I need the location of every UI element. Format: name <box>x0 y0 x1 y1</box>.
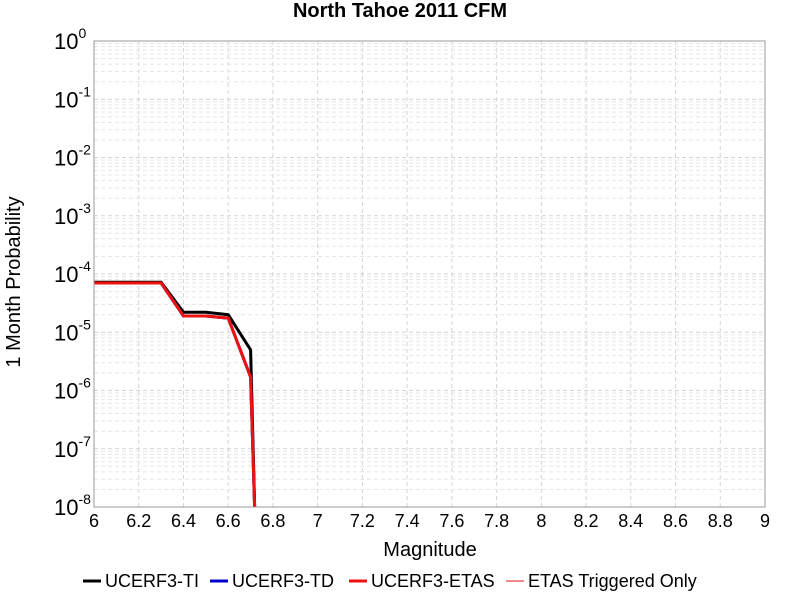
chart-title: North Tahoe 2011 CFM <box>293 0 507 22</box>
x-tick-label: 7.6 <box>439 511 464 531</box>
y-tick-labels: 100 10-1 10-2 10-3 10-4 10-5 10-6 10-7 10-8 <box>54 25 91 520</box>
x-tick-label: 6.6 <box>216 511 241 531</box>
y-tick-label: 10-8 <box>54 491 91 520</box>
legend-label-ucerf3-etas: UCERF3-ETAS <box>371 571 495 591</box>
x-tick-label: 8.4 <box>618 511 643 531</box>
x-tick-label: 7.4 <box>395 511 420 531</box>
y-tick-label: 10-6 <box>54 375 91 404</box>
y-tick-label: 10-4 <box>54 258 91 287</box>
x-tick-label: 8.6 <box>663 511 688 531</box>
y-tick-label: 100 <box>54 25 86 54</box>
series-line-ucerf3-ti <box>94 280 257 507</box>
x-axis-label: Magnitude <box>383 539 476 561</box>
x-tick-label: 7 <box>313 511 323 531</box>
y-tick-label: 10-7 <box>54 433 91 462</box>
legend-label-etas-triggered-only: ETAS Triggered Only <box>528 571 697 591</box>
x-tick-label: 7.2 <box>350 511 375 531</box>
y-tick-label: 10-5 <box>54 316 91 345</box>
legend: UCERF3-TI UCERF3-TD UCERF3-ETAS ETAS Trigge… <box>83 571 697 591</box>
legend-label-ucerf3-ti: UCERF3-TI <box>105 571 199 591</box>
y-tick-label: 10-3 <box>54 200 91 229</box>
x-tick-label: 9 <box>760 511 770 531</box>
legend-label-ucerf3-td: UCERF3-TD <box>232 571 334 591</box>
x-tick-labels: 6 6.2 6.4 6.6 6.8 7 7.2 7.4 7.6 7.8 8 8.2 8.4 8.6 8.8 9 <box>89 511 770 531</box>
y-tick-label: 10-1 <box>54 83 91 112</box>
plot-frame <box>93 40 766 508</box>
y-tick-label: 10-2 <box>54 142 91 171</box>
x-tick-label: 7.8 <box>484 511 509 531</box>
y-axis-label: 1 Month Probability <box>3 196 25 367</box>
x-tick-label: 6 <box>89 511 99 531</box>
series-layer <box>94 280 257 507</box>
x-tick-label: 8.8 <box>708 511 733 531</box>
x-tick-label: 6.8 <box>260 511 285 531</box>
x-tick-label: 8.2 <box>574 511 599 531</box>
x-tick-label: 8 <box>536 511 546 531</box>
grid <box>93 40 766 508</box>
x-tick-label: 6.4 <box>171 511 196 531</box>
x-tick-label: 6.2 <box>126 511 151 531</box>
series-line-ucerf3-etas <box>94 281 257 507</box>
